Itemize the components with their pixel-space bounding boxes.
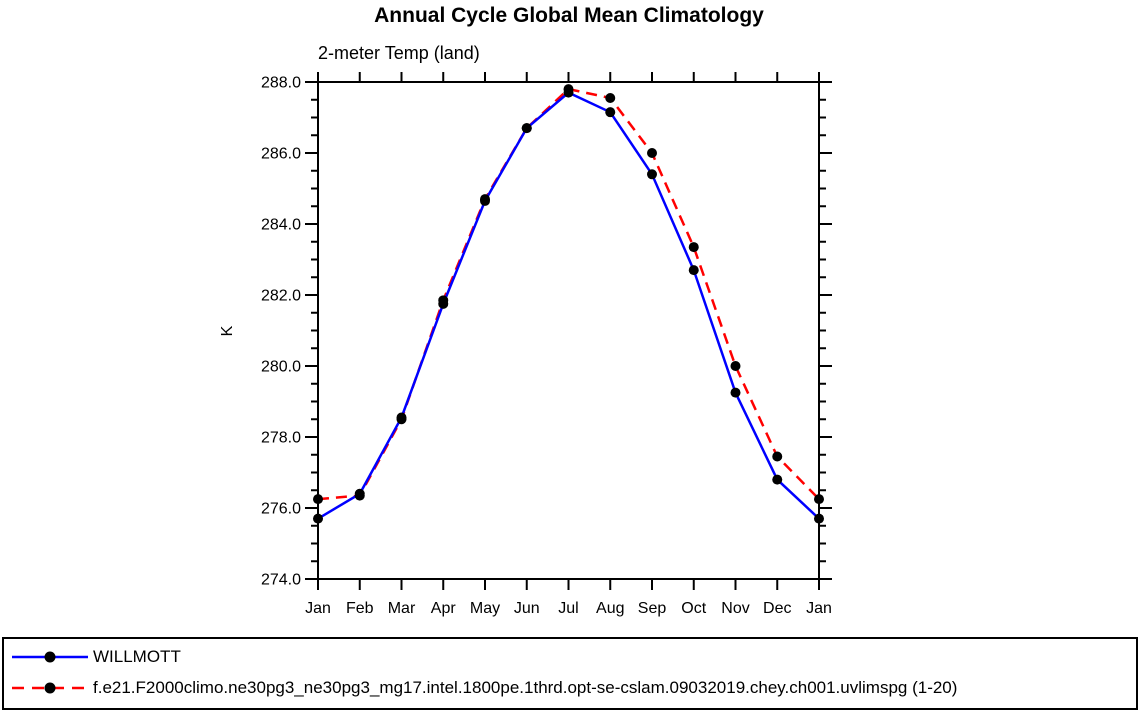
x-tick-label: Jun [514, 600, 540, 617]
legend-marker-dot [44, 651, 56, 662]
data-point-marker [480, 194, 490, 205]
y-tick-label: 284.0 [261, 217, 301, 234]
x-tick-label: Dec [763, 600, 791, 617]
legend-box: WILLMOTT f.e21.F2000climo.ne30pg3_ne30pg… [2, 637, 1138, 710]
x-tick-label: Aug [596, 600, 624, 617]
y-tick-label: 286.0 [261, 146, 301, 163]
y-tick-label: 288.0 [261, 75, 301, 92]
data-point-marker [605, 92, 616, 103]
y-tick-label: 280.0 [261, 359, 301, 376]
legend-item-model: f.e21.F2000climo.ne30pg3_ne30pg3_mg17.in… [10, 672, 1136, 703]
series-line-1 [317, 87, 820, 501]
y-tick-label: 274.0 [261, 572, 301, 589]
data-point-marker [396, 414, 407, 425]
data-point-marker [814, 513, 824, 524]
legend-item-willmott: WILLMOTT [10, 641, 1136, 672]
legend-marker-dot [44, 682, 56, 693]
plot-frame [317, 81, 820, 580]
x-tick-label: Mar [388, 600, 416, 617]
data-point-marker [438, 295, 449, 306]
annual-cycle-chart: Annual Cycle Global Mean Climatology 2-m… [219, 4, 832, 617]
chart-subtitle: 2-meter Temp (land) [318, 43, 480, 63]
legend-label-willmott: WILLMOTT [93, 646, 181, 666]
data-point-marker [563, 84, 574, 95]
x-tick-label: Sep [638, 600, 667, 617]
x-tick-label: Feb [346, 600, 374, 617]
legend-label-model: f.e21.F2000climo.ne30pg3_ne30pg3_mg17.in… [93, 677, 958, 697]
x-tick-label: Oct [681, 600, 706, 617]
data-point-marker [605, 107, 616, 118]
data-point-marker [772, 451, 783, 462]
y-tick-label: 282.0 [261, 288, 301, 305]
data-point-marker [354, 490, 365, 501]
y-axis-label: K [219, 325, 236, 336]
data-point-marker [688, 242, 699, 253]
data-point-marker [313, 513, 323, 524]
data-point-marker [647, 169, 657, 180]
series-lines [313, 84, 824, 524]
y-tick-label: 278.0 [261, 430, 301, 447]
data-point-marker [647, 148, 657, 158]
data-point-marker [814, 494, 824, 505]
data-point-marker [521, 123, 532, 134]
series-line-0 [317, 91, 820, 520]
chart-title: Annual Cycle Global Mean Climatology [374, 4, 764, 27]
x-tick-label: Jul [558, 600, 578, 617]
data-point-marker [688, 265, 699, 276]
data-point-marker [730, 387, 741, 398]
legend-line-sample-solid [12, 651, 88, 662]
x-tick-label: Jan [806, 600, 832, 617]
x-tick-label: May [470, 600, 500, 617]
x-tick-label: Nov [721, 600, 749, 617]
x-tick-label: Jan [305, 600, 331, 617]
x-tick-label: Apr [431, 600, 457, 617]
y-tick-label: 276.0 [261, 501, 301, 518]
data-point-marker [772, 474, 783, 485]
data-point-marker [313, 494, 323, 505]
data-point-marker [730, 361, 741, 371]
legend-line-sample-dashed [12, 682, 88, 693]
axes: Jan Feb Mar Apr May Jun Jul Aug Sep Oct Nov Dec Jan2… [261, 72, 832, 617]
